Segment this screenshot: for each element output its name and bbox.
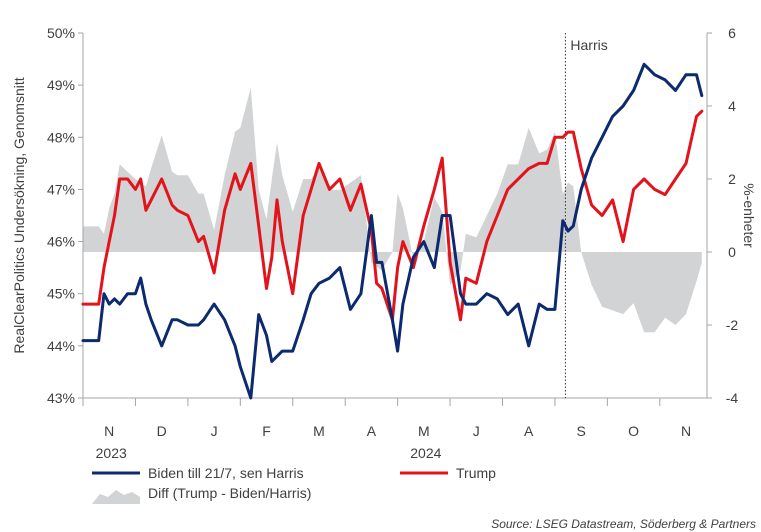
- month-label: D: [157, 423, 167, 439]
- legend-swatch-diff: [92, 490, 140, 504]
- month-label: O: [628, 423, 639, 439]
- left-tick-label: 46%: [47, 234, 75, 250]
- year-label: 2024: [410, 445, 441, 461]
- right-tick-label: 2: [728, 171, 736, 187]
- legend-label-diff: Diff (Trump - Biden/Harris): [148, 485, 311, 501]
- right-tick-label: 0: [728, 244, 736, 260]
- month-label: M: [418, 423, 430, 439]
- month-label: M: [313, 423, 325, 439]
- month-label: S: [576, 423, 585, 439]
- left-tick-label: 44%: [47, 338, 75, 354]
- left-tick-label: 47%: [47, 181, 75, 197]
- right-tick-label: -4: [726, 390, 739, 406]
- legend-label-biden-harris: Biden till 21/7, sen Harris: [148, 465, 304, 481]
- left-tick-label: 43%: [47, 390, 75, 406]
- month-label: N: [681, 423, 691, 439]
- left-axis-title: RealClearPolitics Undersökning, Genomsni…: [11, 77, 27, 353]
- month-label: A: [367, 423, 377, 439]
- month-label: J: [211, 423, 218, 439]
- right-axis-title: %-enheter: [741, 183, 757, 248]
- right-tick-label: 4: [728, 98, 736, 114]
- left-tick-label: 50%: [47, 25, 75, 41]
- diff-area: [83, 87, 702, 333]
- biden-harris-line: [81, 62, 704, 400]
- left-tick-label: 49%: [47, 77, 75, 93]
- right-tick-label: -2: [726, 317, 739, 333]
- left-tick-label: 48%: [47, 129, 75, 145]
- harris-annotation: Harris: [570, 37, 607, 53]
- left-tick-label: 45%: [47, 286, 75, 302]
- year-label: 2023: [96, 445, 127, 461]
- source-note: Source: LSEG Datastream, Söderberg & Par…: [491, 517, 756, 531]
- legend-label-trump: Trump: [456, 465, 496, 481]
- trump-line: [81, 109, 704, 322]
- month-label: F: [262, 423, 271, 439]
- right-tick-label: 6: [728, 25, 736, 41]
- month-label: A: [524, 423, 534, 439]
- month-label: N: [104, 423, 114, 439]
- month-label: J: [473, 423, 480, 439]
